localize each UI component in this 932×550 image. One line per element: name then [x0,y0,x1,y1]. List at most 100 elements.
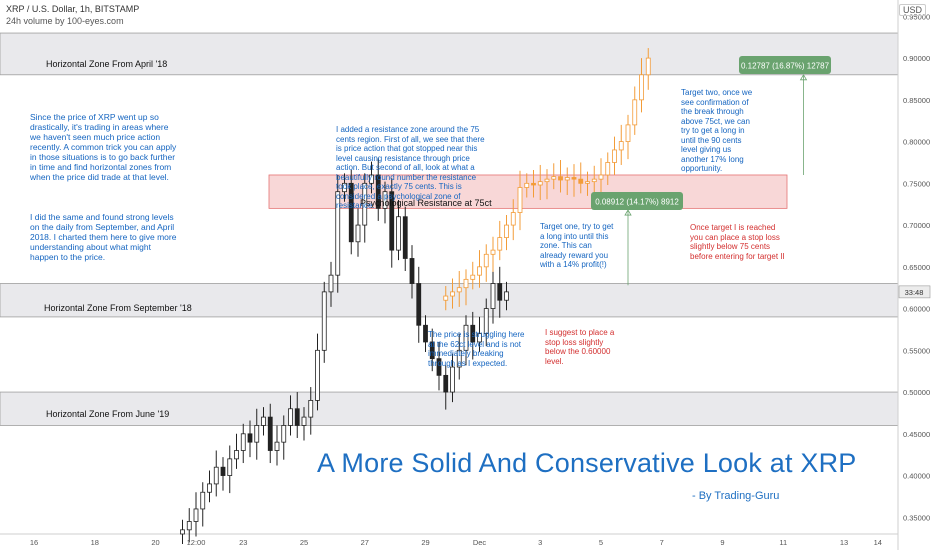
price-candle-body[interactable] [409,258,415,284]
projection-candle-body[interactable] [477,266,482,276]
price-candle-body[interactable] [490,283,496,309]
price-candle-body[interactable] [369,174,374,184]
price-candle-body[interactable] [213,466,219,485]
price-candle-body[interactable] [301,416,307,426]
price-candle-body[interactable] [470,324,476,343]
projection-candle-body[interactable] [625,124,631,142]
price-candle-body[interactable] [227,458,233,476]
price-candle-body[interactable] [504,291,509,301]
projection-candle-body[interactable] [605,162,611,176]
projection-candle-body[interactable] [531,182,536,186]
projection-candle-body[interactable] [544,178,550,183]
price-candle-body[interactable] [375,174,381,209]
price-candle-body[interactable] [342,182,347,193]
price-candle-body[interactable] [355,224,361,243]
price-candle-body[interactable] [348,182,354,243]
zone-label-september: Horizontal Zone From September '18 [44,303,192,313]
note-target-one: Target one, try to get a long into until… [540,222,614,269]
price-candle-body[interactable] [193,508,199,522]
projection-candle-body[interactable] [618,141,624,151]
x-tick-label: 25 [300,538,308,547]
projection-candle-body[interactable] [490,249,496,255]
measure-arrow [799,74,808,81]
note-struggling: The price is struggling here at the 62ct… [428,330,525,368]
projection-candle-body[interactable] [504,224,509,239]
projection-candle-body[interactable] [645,57,651,76]
measure-label: 0.12787 (16.87%) 12787 [741,62,830,71]
price-candle-body[interactable] [254,425,260,443]
price-candle-body[interactable] [328,274,334,293]
price-candle-body[interactable] [450,366,455,393]
price-candle-body[interactable] [180,529,185,535]
measure-label: 0.08912 (14.17%) 8912 [595,198,679,207]
currency-button[interactable]: USD [898,4,926,16]
price-candle-body[interactable] [463,324,469,351]
price-candle-body[interactable] [288,408,293,426]
projection-candle-body[interactable] [443,295,449,301]
projection-candle-body[interactable] [558,176,563,181]
price-candle-body[interactable] [281,425,287,443]
x-tick-label: 5 [599,538,603,547]
projection-candle-body[interactable] [537,181,543,186]
x-tick-label: 14 [874,538,882,547]
projection-candle-body[interactable] [571,177,577,180]
projection-candle-body[interactable] [456,287,462,293]
projection-candle-body[interactable] [450,291,455,297]
projection-candle-body[interactable] [470,274,476,280]
price-candle-body[interactable] [483,308,489,335]
projection-candle-body[interactable] [578,178,584,184]
price-candle-body[interactable] [186,521,192,531]
note-stop-loss-target: Once target I is reached you can place a… [690,223,785,261]
projection-candle-body[interactable] [517,187,523,213]
x-tick-label: 13 [840,538,848,547]
projection-candle-body[interactable] [612,149,617,163]
zone-label-june: Horizontal Zone From June '19 [46,409,170,419]
price-candle-body[interactable] [389,191,395,251]
x-tick-label: 20 [151,538,159,547]
current-price-label: 33:48 [905,288,924,297]
projection-candle-body[interactable] [639,74,644,101]
price-candle-body[interactable] [477,333,482,343]
price-candle-body[interactable] [294,408,300,426]
price-candle-body[interactable] [402,216,408,259]
price-candle-body[interactable] [443,374,449,393]
price-candle-body[interactable] [220,466,226,476]
price-candle-body[interactable] [456,349,462,368]
price-candle-body[interactable] [261,416,266,426]
note-intro: Since the price of XRP went up so drasti… [30,112,177,182]
price-candle-body[interactable] [274,441,280,451]
projection-candle-body[interactable] [483,253,489,268]
price-candle-body[interactable] [234,450,239,460]
price-candle-body[interactable] [247,433,253,443]
price-candle-body[interactable] [207,483,212,493]
price-candle-body[interactable] [308,400,314,418]
price-candle-body[interactable] [429,341,435,360]
price-candle-body[interactable] [396,216,401,251]
price-candle-body[interactable] [315,349,320,401]
price-candle-body[interactable] [321,291,327,351]
projection-candle-body[interactable] [632,99,638,126]
price-candle-body[interactable] [335,191,341,276]
price-candle-body[interactable] [267,416,273,451]
price-candle-body[interactable] [423,324,428,343]
projection-candle-body[interactable] [463,278,469,289]
price-candle-body[interactable] [240,433,246,451]
projection-candle-body[interactable] [564,177,570,181]
price-candle-body[interactable] [436,358,442,376]
projection-candle-body[interactable] [598,174,604,180]
note-levels: I did the same and found strong levels o… [30,212,177,262]
price-candle-body[interactable] [362,182,368,226]
y-tick-label: 0.55000 [903,346,930,355]
price-candle-body[interactable] [416,283,422,326]
projection-candle-body[interactable] [591,178,597,183]
projection-candle-body[interactable] [524,182,530,188]
projection-candle-body[interactable] [510,212,516,226]
price-candle-body[interactable] [497,283,503,301]
projection-candle-body[interactable] [585,181,590,184]
price-candle-body[interactable] [200,491,206,510]
projection-candle-body[interactable] [551,176,557,180]
projection-candle-body[interactable] [497,237,503,251]
y-tick-label: 0.80000 [903,138,930,147]
price-candle-body[interactable] [382,191,388,209]
